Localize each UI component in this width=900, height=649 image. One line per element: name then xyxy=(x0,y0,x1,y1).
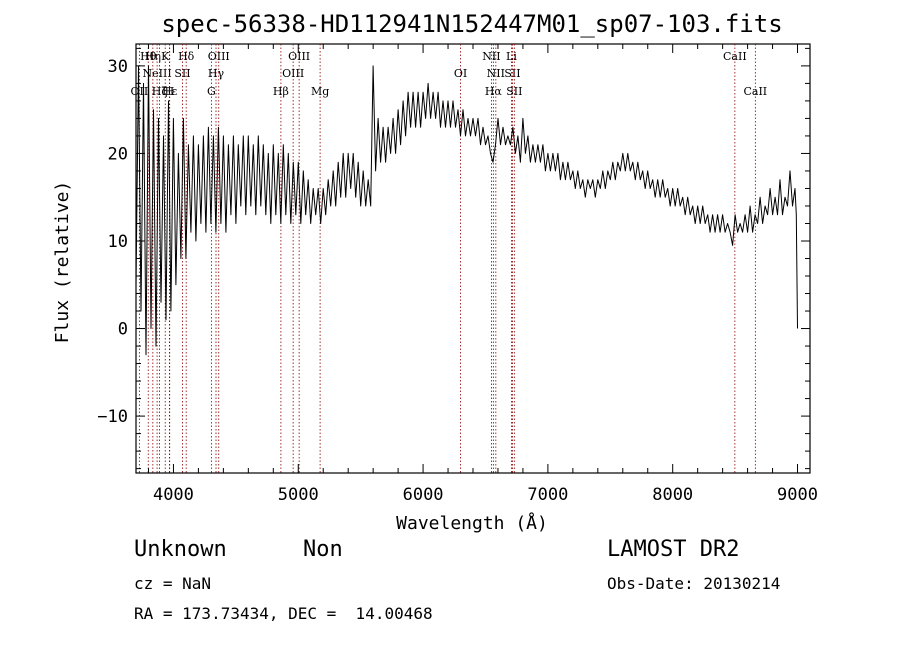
spectral-line-label: CaII xyxy=(743,85,767,98)
spectral-line-label: K xyxy=(161,50,170,63)
spectral-line-label: Hδ xyxy=(178,50,195,63)
x-tick-label: 7000 xyxy=(527,485,568,505)
spectral-line-label: NII xyxy=(487,67,505,80)
y-axis-label: Flux (relative) xyxy=(52,181,73,344)
y-tick-label: 20 xyxy=(108,144,128,164)
x-tick-label: 8000 xyxy=(652,485,693,505)
spectral-line-label: OIII xyxy=(282,67,304,80)
spectral-line-label: SII xyxy=(506,85,522,98)
spectral-line-label: Hα xyxy=(485,85,503,98)
spectral-line-label: SII xyxy=(504,67,520,80)
x-tick-label: 6000 xyxy=(403,485,444,505)
spectral-line-label: G xyxy=(207,85,216,98)
y-tick-label: 30 xyxy=(108,57,128,77)
spectral-line-label: Hγ xyxy=(208,67,225,80)
spectral-line-label: NII xyxy=(482,50,500,63)
chart-title: spec-56338-HD112941N152447M01_sp07-103.f… xyxy=(161,10,782,38)
class-label: Unknown xyxy=(134,537,227,562)
y-tick-label: −10 xyxy=(97,407,128,427)
y-tick-label: 10 xyxy=(108,232,128,252)
spectral-line-label: OI xyxy=(454,67,467,80)
spectral-line-label: SII xyxy=(174,67,190,80)
subclass-label: Non xyxy=(303,537,343,562)
spectral-line-label: H xyxy=(165,85,175,98)
spectral-line-label: Hβ xyxy=(273,85,289,98)
obs-date-label: Obs-Date: 20130214 xyxy=(607,574,781,593)
spectral-line-label: Hζ xyxy=(152,85,168,98)
y-tick-label: 0 xyxy=(118,320,128,340)
survey-label: LAMOST DR2 xyxy=(607,537,740,562)
x-axis-label: Wavelength (Å) xyxy=(396,512,548,534)
spectral-line-label: Hη xyxy=(145,50,161,63)
spectral-line-label: Hθ xyxy=(140,50,157,63)
redshift-label: cz = NaN xyxy=(134,574,212,593)
x-tick-label: 5000 xyxy=(278,485,319,505)
spectral-line-label: Hε xyxy=(162,85,178,98)
spectral-line-label: OIII xyxy=(288,50,310,63)
x-tick-label: 9000 xyxy=(777,485,818,505)
spectrum-line xyxy=(135,65,798,356)
spectral-line-label: Mg xyxy=(311,85,329,98)
spectral-line-label: OII xyxy=(131,85,149,98)
coordinates-label: RA = 173.73434, DEC = 14.00468 xyxy=(134,604,433,623)
x-tick-label: 4000 xyxy=(153,485,194,505)
spectral-line-label: Li xyxy=(506,50,517,63)
spectral-line-label: CaII xyxy=(723,50,747,63)
spectral-line-label: NeIII xyxy=(143,67,172,80)
spectral-line-label: OIII xyxy=(208,50,230,63)
plot-frame xyxy=(135,43,811,474)
